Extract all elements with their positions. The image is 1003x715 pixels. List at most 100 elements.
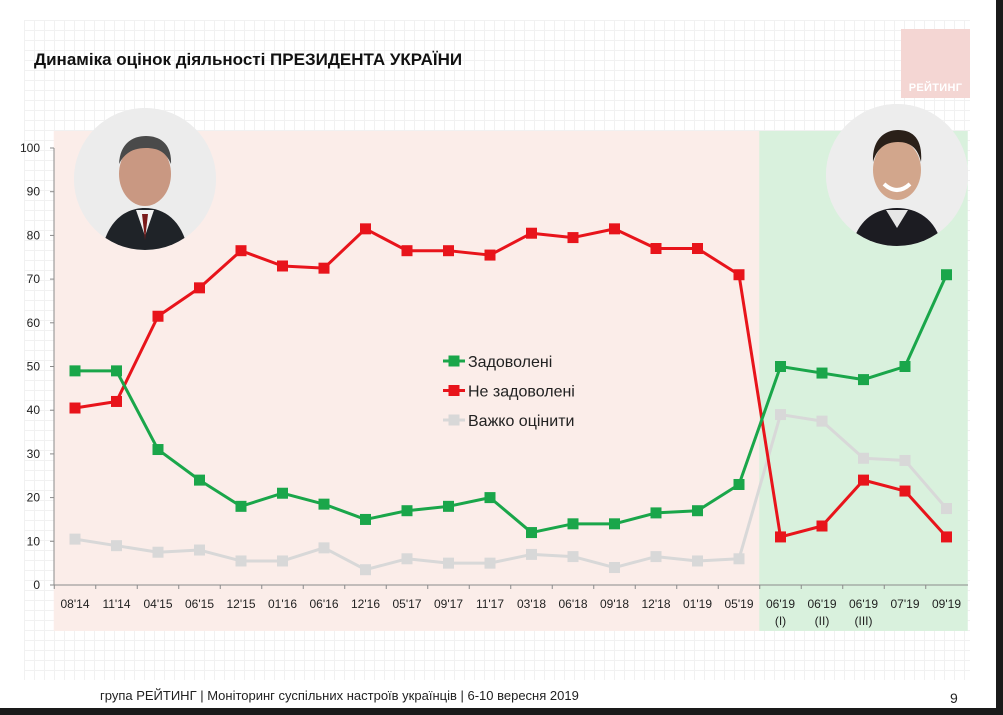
data-point bbox=[692, 505, 703, 517]
data-point bbox=[858, 374, 869, 386]
data-point bbox=[775, 531, 786, 543]
data-point bbox=[484, 492, 496, 504]
x-tick-label: 01'19 bbox=[683, 597, 712, 611]
data-point bbox=[69, 365, 81, 377]
data-point bbox=[941, 531, 952, 543]
data-point bbox=[526, 548, 537, 560]
y-tick-label: 60 bbox=[27, 316, 41, 330]
page-title: Динаміка оцінок діяльності ПРЕЗИДЕНТА УК… bbox=[34, 50, 463, 69]
data-point bbox=[484, 249, 496, 261]
data-point bbox=[277, 260, 288, 272]
data-point bbox=[692, 555, 703, 567]
data-point bbox=[816, 415, 828, 427]
data-point bbox=[194, 544, 205, 556]
data-point bbox=[650, 243, 662, 255]
data-point bbox=[650, 551, 662, 563]
data-point bbox=[941, 269, 952, 281]
data-point bbox=[235, 500, 247, 512]
data-point bbox=[650, 507, 662, 519]
data-point bbox=[443, 245, 454, 257]
series-2 bbox=[69, 223, 952, 543]
previous-president-photo bbox=[74, 108, 216, 250]
y-tick-label: 50 bbox=[27, 360, 41, 374]
data-point bbox=[360, 513, 371, 525]
legend-label: Не задоволені bbox=[468, 384, 575, 401]
series-line-2 bbox=[74, 227, 948, 539]
data-point bbox=[360, 223, 371, 235]
data-point bbox=[194, 282, 205, 294]
data-point bbox=[484, 557, 496, 569]
data-point bbox=[318, 262, 330, 274]
footer-text: група РЕЙТИНГ | Моніторинг суспільних на… bbox=[100, 688, 579, 703]
chart-legend: Задоволені Не задоволені Важко оцінити bbox=[443, 354, 575, 430]
data-point bbox=[692, 243, 703, 255]
x-tick-label: 06'19 bbox=[766, 597, 795, 611]
data-point bbox=[609, 518, 620, 530]
page-number: 9 bbox=[950, 690, 958, 706]
data-point bbox=[69, 402, 81, 414]
data-point bbox=[567, 551, 579, 563]
data-point bbox=[567, 518, 579, 530]
data-point bbox=[111, 540, 122, 552]
x-tick-label: 06'18 bbox=[559, 597, 588, 611]
x-tick-label: 03'18 bbox=[517, 597, 546, 611]
data-point bbox=[443, 500, 454, 512]
person-portrait-icon bbox=[826, 104, 968, 246]
y-tick-label: 90 bbox=[27, 185, 41, 199]
data-point bbox=[816, 367, 828, 379]
x-tick-label: 06'16 bbox=[310, 597, 339, 611]
data-point bbox=[277, 487, 288, 499]
x-tick-label: 07'19 bbox=[891, 597, 920, 611]
x-tick-label: 06'19 bbox=[808, 597, 837, 611]
x-tick-label: 08'14 bbox=[61, 597, 90, 611]
legend-marker bbox=[448, 414, 460, 426]
x-tick-label: 12'18 bbox=[642, 597, 671, 611]
data-point bbox=[775, 409, 786, 421]
data-point bbox=[401, 505, 413, 517]
data-point bbox=[235, 245, 247, 257]
data-point bbox=[401, 553, 413, 565]
y-tick-label: 40 bbox=[27, 403, 41, 417]
data-point bbox=[526, 527, 537, 539]
data-point bbox=[69, 533, 81, 545]
data-point bbox=[775, 361, 786, 372]
x-tick-sublabel: (II) bbox=[815, 614, 830, 628]
data-point bbox=[318, 498, 330, 510]
current-president-photo bbox=[826, 104, 968, 246]
series-3 bbox=[69, 409, 952, 576]
series-line-3 bbox=[74, 413, 948, 572]
data-point bbox=[277, 555, 288, 567]
chart-series bbox=[69, 223, 952, 576]
data-point bbox=[899, 361, 911, 372]
data-point bbox=[194, 474, 205, 486]
y-tick-label: 30 bbox=[27, 447, 41, 461]
data-point bbox=[816, 520, 828, 532]
legend-marker bbox=[448, 355, 460, 367]
brand-logo-text: РЕЙТИНГ bbox=[908, 82, 963, 94]
data-point bbox=[899, 485, 911, 497]
data-point bbox=[567, 232, 579, 244]
brand-logo: РЕЙТИНГ bbox=[901, 29, 970, 98]
legend-marker bbox=[448, 385, 460, 396]
data-point bbox=[899, 454, 911, 466]
data-point bbox=[858, 452, 869, 464]
y-tick-label: 100 bbox=[20, 141, 40, 155]
x-tick-label: 12'15 bbox=[227, 597, 256, 611]
x-tick-label: 09'19 bbox=[932, 597, 961, 611]
x-tick-label: 04'15 bbox=[144, 597, 173, 611]
data-point bbox=[609, 223, 620, 235]
data-point bbox=[235, 555, 247, 567]
data-point bbox=[111, 365, 122, 377]
data-point bbox=[152, 546, 164, 558]
y-tick-label: 10 bbox=[27, 534, 41, 548]
x-tick-label: 09'17 bbox=[434, 597, 463, 611]
x-tick-sublabel: (III) bbox=[855, 614, 873, 628]
series-line-1 bbox=[75, 274, 948, 535]
chart-axes: 0 10 20 30 40 50 60 70 80 90 100 08'14 11'14 04'15 06'… bbox=[20, 141, 968, 628]
x-tick-label: 11'14 bbox=[102, 597, 130, 611]
data-point bbox=[401, 245, 413, 257]
data-point bbox=[360, 564, 371, 576]
y-tick-label: 80 bbox=[27, 228, 41, 242]
x-tick-label: 01'16 bbox=[268, 597, 297, 611]
